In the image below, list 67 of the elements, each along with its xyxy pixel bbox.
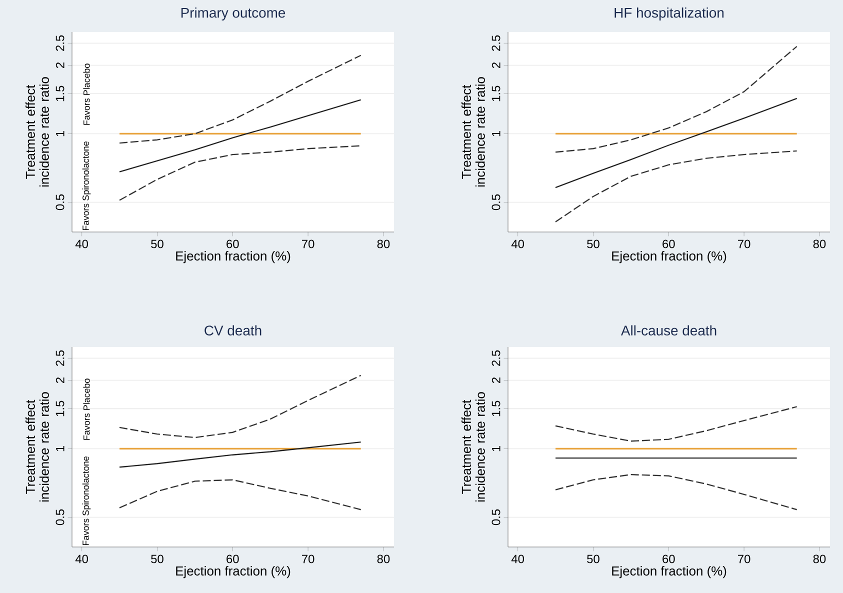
x-tick-label: 50 [151,554,164,564]
y-axis-title: Treatment effect incidence rate ratio [461,392,485,502]
x-tick-label: 80 [813,240,826,248]
annotation: Favors Spironolactone [82,141,91,230]
y-tick-label: 2 [56,378,64,383]
y-tick-label: 1 [492,446,500,452]
y-tick-label: 1.5 [492,400,500,416]
x-tick-label: 40 [75,240,88,248]
y-axis-title: Treatment effect incidence rate ratio [461,77,485,187]
x-tick-label: 60 [662,240,675,248]
x-tick-label: 60 [662,554,675,564]
line-series [118,145,362,201]
x-tick-label: 70 [738,240,750,248]
x-tick-label: 40 [75,554,88,564]
y-axis-title: Treatment effect incidence rate ratio [25,392,49,502]
line-series [554,98,798,188]
line-series [118,99,362,172]
line-series [554,474,798,510]
annotation: Favors Spironolactone [82,456,91,546]
y-tick-label: 2 [492,378,500,383]
chart-title: Primary outcome [181,7,286,20]
line-series [554,150,798,222]
y-tick-label: 2.5 [492,35,500,51]
y-tick-label: 1 [492,130,500,136]
x-axis-title: Ejection fraction (%) [176,251,290,264]
x-tick-label: 80 [377,554,390,564]
y-tick-label: 0.5 [492,509,500,526]
line-series [118,374,362,438]
x-tick-label: 70 [302,240,314,248]
y-tick-label: 0.5 [56,509,64,526]
line-series [118,441,362,468]
x-tick-label: 40 [511,554,524,564]
y-tick-label: 1.5 [56,86,64,102]
x-tick-label: 80 [377,240,390,248]
chart-title: CV death [204,325,262,336]
y-axis-title: Treatment effect incidence rate ratio [25,77,49,187]
x-tick-label: 70 [738,554,750,564]
y-tick-label: 0.5 [56,194,64,210]
line-series [554,46,798,153]
annotation: Favors Placebo [83,64,90,125]
y-tick-label: 0.5 [492,194,500,210]
x-axis-title: Ejection fraction (%) [612,251,726,264]
x-axis-title: Ejection fraction (%) [176,566,290,578]
y-tick-label: 2.5 [492,350,500,366]
y-tick-label: 2 [492,62,500,68]
x-tick-label: 80 [813,554,826,564]
chart-title: All-cause death [620,325,716,336]
line-series [118,479,362,510]
x-tick-label: 50 [587,554,600,564]
annotation: Favors Placebo [83,378,90,440]
y-tick-label: 1.5 [492,86,500,102]
chart-title: HF hospitalization [614,7,724,20]
x-tick-label: 60 [226,554,239,564]
x-tick-label: 50 [587,240,600,248]
line-series [118,54,362,144]
y-tick-label: 1 [56,446,64,452]
x-tick-label: 60 [226,240,239,248]
y-tick-label: 1.5 [56,400,64,416]
y-tick-label: 1 [56,130,64,136]
x-tick-label: 70 [302,554,314,564]
x-tick-label: 40 [511,240,524,248]
y-tick-label: 2.5 [56,350,64,366]
y-tick-label: 2 [56,62,64,68]
y-tick-label: 2.5 [56,35,64,51]
x-tick-label: 50 [151,240,164,248]
x-axis-title: Ejection fraction (%) [612,566,726,578]
line-series [554,406,798,442]
